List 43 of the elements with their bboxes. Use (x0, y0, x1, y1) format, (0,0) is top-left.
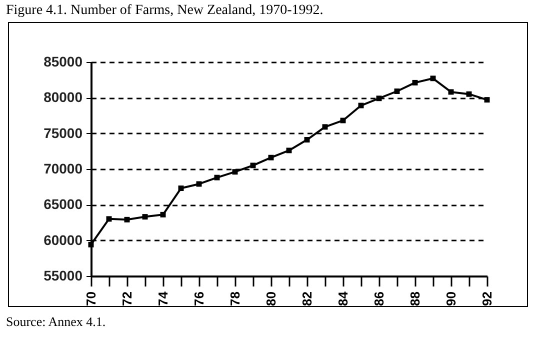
point (286, 148, 292, 154)
y-tick-label: 70000 (44, 160, 83, 176)
x-tick-label: 90 (444, 292, 458, 306)
point (88, 242, 94, 248)
point (232, 169, 238, 175)
x-tick-label: 72 (120, 292, 134, 306)
x-tick-label: 70 (84, 292, 98, 306)
point (124, 216, 130, 222)
point (322, 124, 328, 130)
y-tick-label: 65000 (44, 196, 83, 212)
y-tick-label: 55000 (44, 268, 83, 284)
x-tick-label: 76 (192, 292, 206, 306)
point (160, 212, 166, 218)
point (214, 174, 220, 180)
x-tick-label: 82 (300, 292, 314, 306)
y-tick-label: 80000 (44, 89, 83, 106)
point (466, 91, 472, 97)
chart-title: Figure 4.1. Number of Farms, New Zealand, 1970-1992. (6, 3, 324, 19)
source-note: Source: Annex 4.1. (6, 314, 106, 330)
point (484, 97, 490, 103)
point (394, 88, 400, 94)
x-tick-label: 74 (156, 290, 170, 306)
y-tick-label: 85000 (44, 54, 83, 70)
x-tick-label: 92 (480, 292, 494, 306)
point (358, 102, 364, 108)
x-tick-label: 78 (228, 292, 242, 306)
point (376, 96, 382, 102)
point (106, 216, 112, 222)
x-tick-label: 80 (264, 292, 278, 306)
point (448, 89, 454, 95)
point (412, 80, 418, 86)
x-tick-label: 84 (336, 290, 350, 306)
point (430, 76, 436, 82)
point (250, 162, 256, 168)
y-tick-label: 75000 (44, 124, 83, 141)
point (178, 186, 184, 191)
y-tick-label: 60000 (44, 232, 83, 248)
point (268, 154, 274, 160)
point (304, 137, 310, 142)
point (142, 214, 148, 220)
x-tick-label: 88 (408, 292, 422, 306)
x-tick-label: 86 (372, 292, 386, 306)
point (196, 181, 202, 187)
